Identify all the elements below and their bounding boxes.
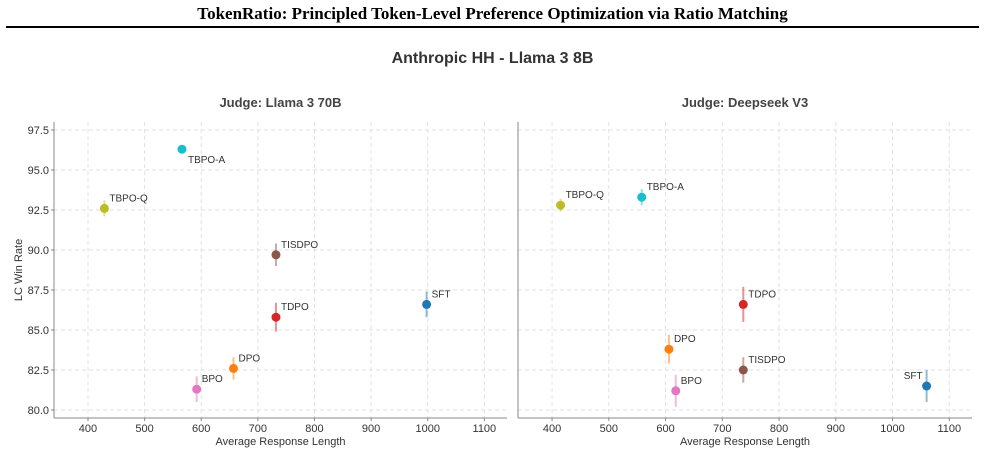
panel2-point-tisdpo [738,365,748,375]
panel2-point-bpo [671,386,681,396]
panel2-point-tdpo [738,299,748,309]
panel1-point-tbpo-a [177,144,187,154]
panel1-ylabel: LC Win Rate [13,239,25,301]
panel2-label-bpo: BPO [681,376,702,387]
panel2-x-tick-label: 500 [600,423,618,435]
panel1-title: Judge: Llama 3 70B [219,95,341,110]
panel2-x-tick-label: 900 [827,423,845,435]
panel2-x-tick-label: 1000 [880,423,904,435]
panel1-label-tbpo-a: TBPO-A [188,155,226,166]
panel1-x-tick-label: 700 [249,423,267,435]
panel2-label-sft: SFT [904,371,923,382]
title-rule [6,26,979,28]
panel1-label-tbpo-q: TBPO-Q [109,193,148,204]
panel1-y-tick-label: 80.0 [28,405,49,417]
panel1-x-tick-label: 600 [192,423,210,435]
panel2-xlabel: Average Response Length [680,436,810,448]
panel1-y-tick-label: 92.5 [28,205,49,217]
panel1-x-tick-label: 500 [135,423,153,435]
panel1-y-tick-label: 90.0 [28,245,49,257]
panel1-point-tisdpo [271,250,281,260]
panel1-point-sft [422,299,432,309]
panel2-title: Judge: Deepseek V3 [682,95,808,110]
chart-suptitle: Anthropic HH - Llama 3 8B [391,50,594,67]
panel1-label-tisdpo: TISDPO [281,240,318,251]
panel2-x-tick-label: 600 [656,423,674,435]
panel1-y-tick-label: 97.5 [28,125,49,137]
panel1-point-tbpo-q [99,203,109,213]
panel1-y-tick-label: 85.0 [28,325,49,337]
panel2-label-tbpo-a: TBPO-A [647,182,685,193]
panel1-label-tdpo: TDPO [281,302,309,313]
panel1-y-tick-label: 82.5 [28,365,49,377]
panel2-point-tbpo-q [556,200,566,210]
panel1-x-tick-label: 800 [305,423,323,435]
panel1-label-bpo: BPO [202,374,223,385]
panel2-label-dpo: DPO [674,334,696,345]
panel1-x-tick-label: 1000 [415,423,439,435]
panel1-xlabel: Average Response Length [215,436,345,448]
panel2-x-tick-label: 700 [713,423,731,435]
paper-title: TokenRatio: Principled Token-Level Prefe… [197,4,788,23]
panel2-x-tick-label: 400 [543,423,561,435]
panel2-point-dpo [664,344,674,354]
panel2-x-tick-label: 800 [770,423,788,435]
panel1-x-tick-label: 400 [79,423,97,435]
panel1-point-bpo [192,384,202,394]
panel1-point-tdpo [271,312,281,322]
panel2-label-tdpo: TDPO [748,289,776,300]
panel2-point-sft [922,381,932,391]
panel2-point-tbpo-a [637,192,647,202]
panel1-point-dpo [229,363,239,373]
panel2-label-tisdpo: TISDPO [748,355,785,366]
panel1-label-dpo: DPO [239,353,261,364]
panel1-y-tick-label: 87.5 [28,285,49,297]
panel2-label-tbpo-q: TBPO-Q [566,190,605,201]
panel1-label-sft: SFT [432,289,451,300]
panel1-x-tick-label: 900 [362,423,380,435]
panel1-y-tick-label: 95.0 [28,165,49,177]
panel2-x-tick-label: 1100 [937,423,961,435]
panel1-x-tick-label: 1100 [473,423,497,435]
